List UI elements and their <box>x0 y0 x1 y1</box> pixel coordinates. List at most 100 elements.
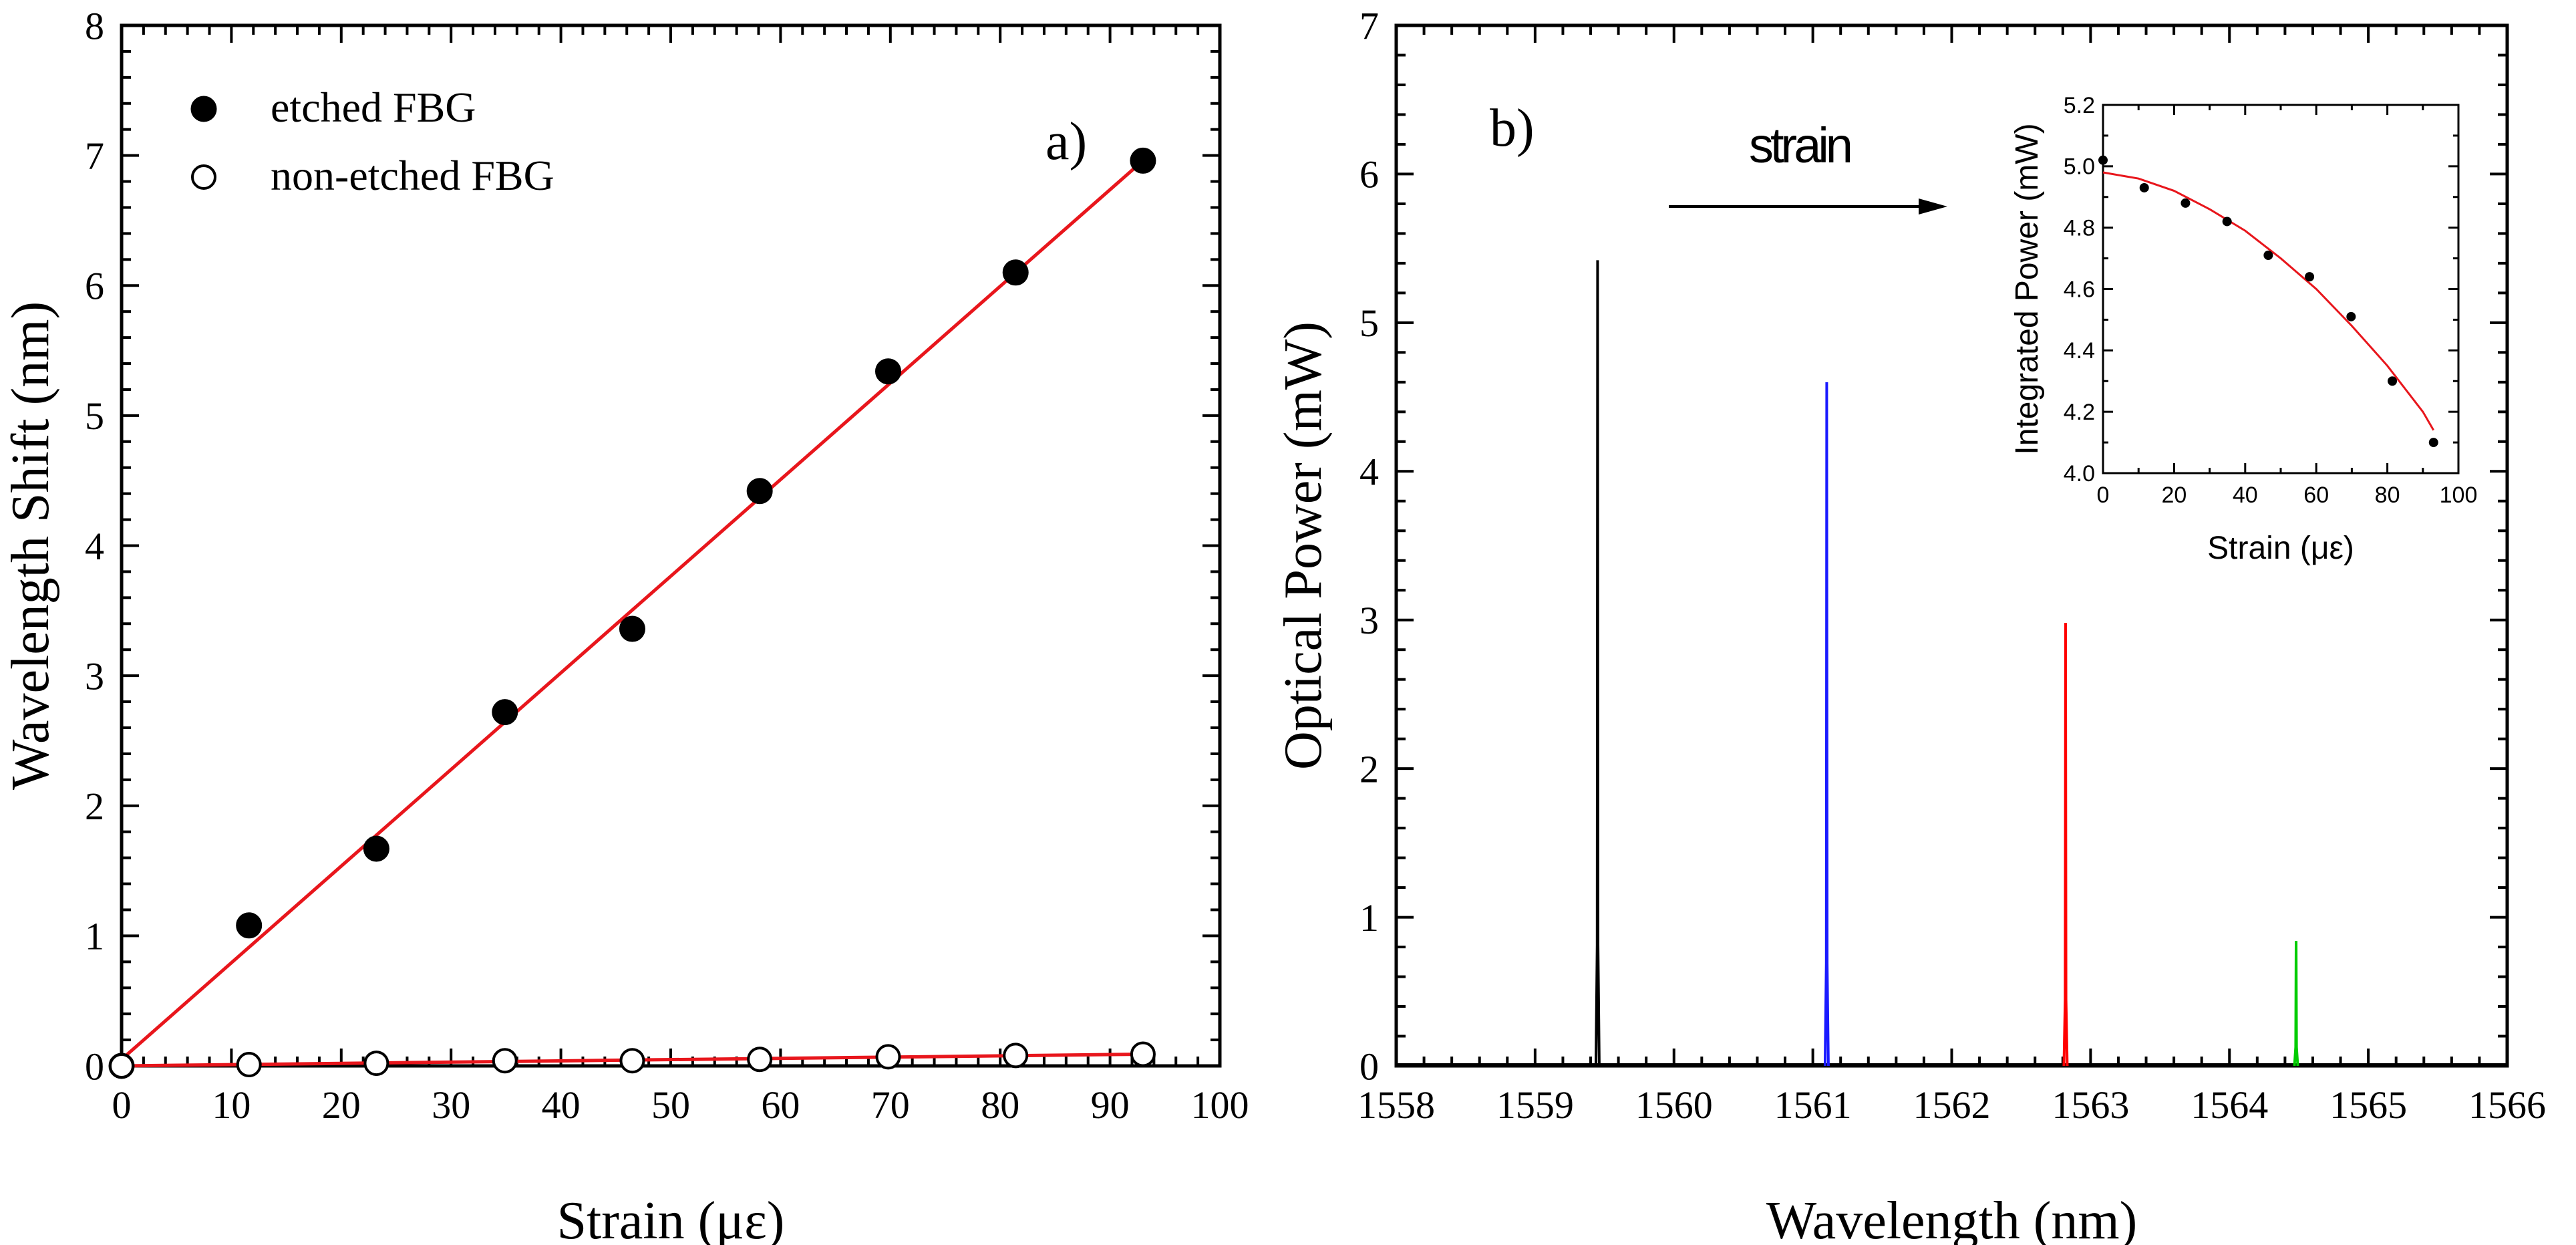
x-tick-label: 1560 <box>1635 1083 1713 1127</box>
panel-b-optical-power-chart: 1558 1559 1560 1561 1562 1563 1564 1565 1566 0 1 2 3… <box>1274 4 2546 1245</box>
y-tick-label: 5 <box>85 394 104 438</box>
inset-data-point <box>2263 250 2273 260</box>
non-etched-data-point <box>619 1048 645 1074</box>
y-axis-title: Optical Power (mW) <box>1274 321 1333 770</box>
y-tick-label: 4 <box>1359 450 1379 494</box>
x-tick-label: 100 <box>1191 1083 1249 1127</box>
y-tick-label: 1 <box>85 915 104 958</box>
legend-label-non-etched: non-etched FBG <box>271 152 554 199</box>
inset-data-point <box>2305 272 2315 282</box>
legend-marker-etched <box>190 96 217 122</box>
etched-data-point <box>1002 259 1029 286</box>
x-axis-title: Wavelength (nm) <box>1766 1192 2138 1245</box>
x-tick-label: 1563 <box>2052 1083 2129 1127</box>
y-tick-label: 1 <box>1359 896 1379 940</box>
x-tick-label: 40 <box>542 1083 581 1127</box>
plot-frame <box>2102 104 2460 474</box>
etched-fit-line <box>120 159 1144 1061</box>
strain-arrow-head <box>1919 198 1947 215</box>
y-tick-label: 5 <box>1359 301 1379 345</box>
x-tick-label: 1565 <box>2329 1083 2407 1127</box>
x-tick-label: 1558 <box>1357 1083 1435 1127</box>
etched-data-point <box>492 699 518 726</box>
non-etched-data-point <box>747 1047 773 1073</box>
inset-data-point <box>2098 155 2108 165</box>
y-tick-label: 7 <box>85 134 104 178</box>
x-tick-label: 1559 <box>1496 1083 1574 1127</box>
y-tick-label: 4.4 <box>2064 338 2095 364</box>
inset-data-point <box>2139 182 2149 192</box>
non-etched-data-point <box>1003 1043 1029 1069</box>
inset-data-point <box>2181 198 2191 208</box>
y-tick-label: 4.0 <box>2064 461 2095 487</box>
x-tick-label: 90 <box>1091 1083 1130 1127</box>
y-tick-label: 6 <box>85 265 104 308</box>
etched-data-point <box>746 478 773 505</box>
y-tick-label: 4 <box>85 525 104 568</box>
etched-data-point <box>236 912 263 939</box>
spectrum-peak-green <box>2293 941 2299 1067</box>
y-tick-label: 5.0 <box>2064 154 2095 180</box>
inset-data-point <box>2222 217 2232 227</box>
x-tick-label: 20 <box>322 1083 361 1127</box>
x-tick-label: 80 <box>981 1083 1019 1127</box>
x-tick-label: 20 <box>2161 482 2187 508</box>
etched-data-point <box>619 615 645 642</box>
spectrum-peak-black <box>1594 260 1601 1067</box>
panel-label-b: b) <box>1490 99 1535 158</box>
x-tick-label: 70 <box>871 1083 910 1127</box>
y-tick-label: 7 <box>1359 4 1379 47</box>
x-tick-label: 30 <box>432 1083 470 1127</box>
x-tick-label: 50 <box>651 1083 690 1127</box>
strain-annotation: strain <box>1749 118 1850 173</box>
x-tick-label: 60 <box>761 1083 800 1127</box>
y-tick-label: 2 <box>1359 747 1379 791</box>
inset-fit-curve <box>2102 171 2435 431</box>
x-tick-label: 40 <box>2233 482 2258 508</box>
y-tick-label: 0 <box>85 1045 104 1088</box>
y-tick-label: 8 <box>85 4 104 47</box>
y-tick-label: 3 <box>85 654 104 698</box>
y-tick-label: 5.2 <box>2064 93 2095 118</box>
y-tick-label: 2 <box>85 785 104 828</box>
etched-data-point <box>1130 147 1156 174</box>
x-axis-title: Strain (με) <box>557 1192 785 1245</box>
x-tick-label: 1564 <box>2191 1083 2268 1127</box>
non-etched-data-point <box>109 1053 134 1079</box>
inset-data-point <box>2428 438 2438 448</box>
panel-b-inset-integrated-power-chart: 0 20 40 60 80 100 4.0 4.2 4.4 4.6 4.8 5.0 5.2 Strain … <box>2009 93 2477 566</box>
x-tick-label: 1562 <box>1913 1083 1991 1127</box>
x-axis-title: Strain (με) <box>2207 531 2354 566</box>
y-tick-label: 3 <box>1359 599 1379 642</box>
spectrum-peak-red <box>2062 623 2069 1067</box>
inset-data-point <box>2388 376 2398 386</box>
y-tick-label: 4.2 <box>2064 400 2095 425</box>
non-etched-data-point <box>363 1051 389 1077</box>
y-tick-label: 0 <box>1359 1045 1379 1088</box>
x-tick-label: 1561 <box>1774 1083 1852 1127</box>
non-etched-data-point <box>1130 1041 1156 1067</box>
etched-data-point <box>875 358 902 385</box>
non-etched-data-point <box>236 1052 262 1078</box>
x-tick-label: 0 <box>112 1083 132 1127</box>
non-etched-data-point <box>875 1044 901 1070</box>
y-tick-label: 4.8 <box>2064 216 2095 241</box>
legend-marker-non-etched <box>191 164 216 190</box>
x-tick-label: 1566 <box>2468 1083 2546 1127</box>
x-tick-label: 80 <box>2375 482 2400 508</box>
non-etched-data-point <box>492 1048 518 1074</box>
x-tick-label: 60 <box>2303 482 2329 508</box>
spectrum-peak-blue <box>1823 382 1830 1067</box>
y-tick-label: 6 <box>1359 153 1379 196</box>
y-tick-label: 4.6 <box>2064 277 2095 302</box>
legend-label-etched: etched FBG <box>271 84 476 131</box>
inset-data-point <box>2346 311 2356 321</box>
panel-a-wavelength-shift-chart: 0 10 20 30 40 50 60 70 80 90 100 0 1 2 3 4 5 6 7 8 Strain (μ… <box>1 4 1249 1245</box>
y-axis-title: Wavelength Shift (nm) <box>1 301 60 790</box>
y-axis-title: Integrated Power (mW) <box>2009 123 2045 454</box>
x-tick-label: 10 <box>212 1083 251 1127</box>
panel-label-a: a) <box>1045 112 1087 171</box>
etched-data-point <box>363 835 389 862</box>
x-tick-label: 0 <box>2097 482 2110 508</box>
